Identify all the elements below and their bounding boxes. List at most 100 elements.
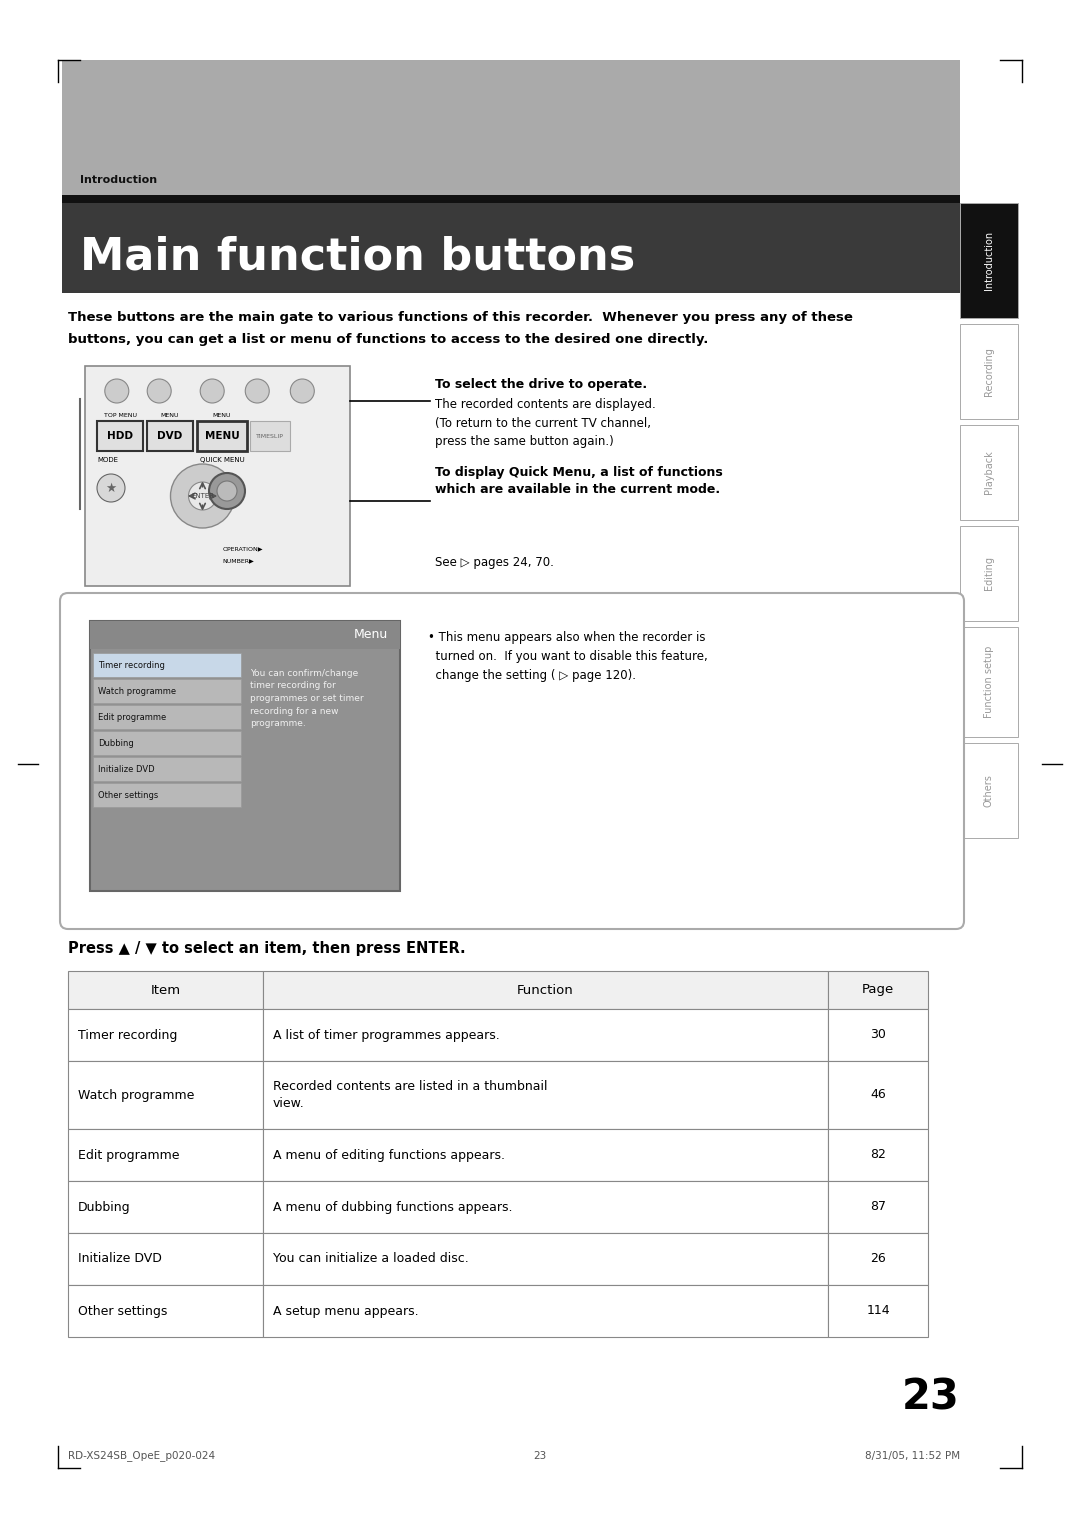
Text: To display Quick Menu, a list of functions
which are available in the current mo: To display Quick Menu, a list of functio… <box>435 466 723 497</box>
Bar <box>147 422 193 451</box>
Text: HDD: HDD <box>107 431 133 442</box>
Bar <box>828 1285 928 1337</box>
FancyBboxPatch shape <box>60 593 964 929</box>
Text: 26: 26 <box>870 1253 886 1265</box>
Bar <box>68 1008 264 1060</box>
Text: TIMESLIP: TIMESLIP <box>256 434 284 439</box>
Text: Page: Page <box>862 984 894 996</box>
Text: To select the drive to operate.: To select the drive to operate. <box>435 377 647 391</box>
Text: RD-XS24SB_OpeE_p020-024: RD-XS24SB_OpeE_p020-024 <box>68 1450 215 1461</box>
Circle shape <box>217 481 237 501</box>
Bar <box>828 1008 928 1060</box>
Text: Function: Function <box>517 984 573 996</box>
Bar <box>90 620 400 649</box>
Text: MODE: MODE <box>97 457 118 463</box>
Bar <box>264 1233 828 1285</box>
Text: 87: 87 <box>870 1201 886 1213</box>
Bar <box>68 1285 264 1337</box>
Text: TOP MENU: TOP MENU <box>104 413 136 419</box>
Text: MENU: MENU <box>161 413 179 419</box>
Text: • This menu appears also when the recorder is
  turned on.  If you want to disab: • This menu appears also when the record… <box>428 631 707 681</box>
Bar <box>85 367 350 587</box>
Bar <box>62 196 960 203</box>
Circle shape <box>105 379 129 403</box>
Text: 23: 23 <box>534 1452 546 1461</box>
Text: You can initialize a loaded disc.: You can initialize a loaded disc. <box>273 1253 469 1265</box>
Bar <box>93 652 241 677</box>
Bar <box>264 1285 828 1337</box>
Text: You can confirm/change
timer recording for
programmes or set timer
recording for: You can confirm/change timer recording f… <box>249 669 364 727</box>
Bar <box>264 1008 828 1060</box>
Text: These buttons are the main gate to various functions of this recorder.  Whenever: These buttons are the main gate to vario… <box>68 312 853 324</box>
Bar <box>68 1060 264 1129</box>
Text: A menu of dubbing functions appears.: A menu of dubbing functions appears. <box>273 1201 513 1213</box>
Circle shape <box>245 379 269 403</box>
Text: Watch programme: Watch programme <box>98 686 176 695</box>
Circle shape <box>210 474 245 509</box>
Text: OPERATION▶: OPERATION▶ <box>222 545 264 552</box>
Text: A menu of editing functions appears.: A menu of editing functions appears. <box>273 1149 505 1161</box>
Text: 8/31/05, 11:52 PM: 8/31/05, 11:52 PM <box>865 1452 960 1461</box>
Text: Introduction: Introduction <box>984 231 994 290</box>
Text: Timer recording: Timer recording <box>78 1028 177 1042</box>
Bar <box>960 203 1018 318</box>
Text: Edit programme: Edit programme <box>78 1149 179 1161</box>
Text: MENU: MENU <box>213 413 231 419</box>
Bar <box>97 422 143 451</box>
Text: DVD: DVD <box>158 431 183 442</box>
Bar <box>68 1129 264 1181</box>
Bar <box>960 324 1018 419</box>
Text: Press ▲ / ▼ to select an item, then press ENTER.: Press ▲ / ▼ to select an item, then pres… <box>68 941 465 957</box>
Circle shape <box>189 481 216 510</box>
Bar <box>93 704 241 729</box>
Circle shape <box>171 465 234 529</box>
Text: Item: Item <box>150 984 180 996</box>
Text: See ▷ pages 24, 70.: See ▷ pages 24, 70. <box>435 556 554 568</box>
Bar <box>264 1129 828 1181</box>
Text: Menu: Menu <box>354 628 388 642</box>
Text: Recording: Recording <box>984 347 994 396</box>
Text: A setup menu appears.: A setup menu appears. <box>273 1305 419 1317</box>
Bar <box>264 970 828 1008</box>
Bar <box>93 782 241 807</box>
Circle shape <box>147 379 172 403</box>
Bar <box>90 620 400 891</box>
Text: Edit programme: Edit programme <box>98 712 166 721</box>
Circle shape <box>200 379 225 403</box>
Text: Editing: Editing <box>984 556 994 590</box>
Text: Timer recording: Timer recording <box>98 660 165 669</box>
Text: A list of timer programmes appears.: A list of timer programmes appears. <box>273 1028 500 1042</box>
Bar <box>68 970 264 1008</box>
Bar <box>828 1233 928 1285</box>
Bar <box>828 1129 928 1181</box>
Text: QUICK MENU: QUICK MENU <box>200 457 244 463</box>
Text: Introduction: Introduction <box>80 176 157 185</box>
Bar <box>249 422 291 451</box>
Bar <box>93 730 241 755</box>
Text: Dubbing: Dubbing <box>78 1201 131 1213</box>
Text: 30: 30 <box>870 1028 886 1042</box>
Text: MENU: MENU <box>204 431 240 442</box>
Bar <box>828 1181 928 1233</box>
Text: Watch programme: Watch programme <box>78 1088 194 1102</box>
Text: 46: 46 <box>870 1088 886 1102</box>
Text: Initialize DVD: Initialize DVD <box>78 1253 162 1265</box>
Text: 114: 114 <box>866 1305 890 1317</box>
Text: 82: 82 <box>870 1149 886 1161</box>
Text: Playback: Playback <box>984 451 994 495</box>
Text: Dubbing: Dubbing <box>98 738 134 747</box>
Text: Recorded contents are listed in a thumbnail
view.: Recorded contents are listed in a thumbn… <box>273 1080 548 1109</box>
Bar <box>93 756 241 781</box>
Text: Other settings: Other settings <box>98 790 159 799</box>
Bar <box>264 1060 828 1129</box>
Circle shape <box>97 474 125 503</box>
Bar <box>960 743 1018 837</box>
Circle shape <box>291 379 314 403</box>
Text: NUMBER▶: NUMBER▶ <box>222 558 254 562</box>
Bar <box>960 425 1018 520</box>
Text: Others: Others <box>984 775 994 807</box>
Bar <box>960 626 1018 736</box>
Bar <box>68 1181 264 1233</box>
Text: buttons, you can get a list or menu of functions to access to the desired one di: buttons, you can get a list or menu of f… <box>68 333 708 345</box>
Bar <box>68 1233 264 1285</box>
